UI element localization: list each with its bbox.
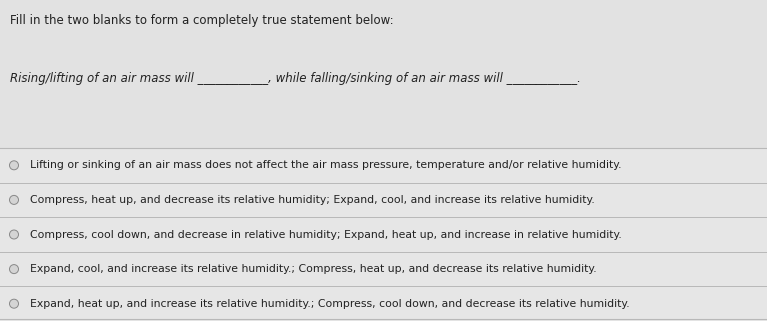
FancyBboxPatch shape [0,148,767,321]
Text: Fill in the two blanks to form a completely true statement below:: Fill in the two blanks to form a complet… [10,14,393,27]
Text: Expand, cool, and increase its relative humidity.; Compress, heat up, and decrea: Expand, cool, and increase its relative … [30,264,597,274]
Text: Rising/lifting of an air mass will ____________, while falling/sinking of an air: Rising/lifting of an air mass will _____… [10,72,581,85]
Circle shape [9,195,18,204]
Circle shape [9,299,18,308]
Circle shape [9,161,18,170]
Circle shape [9,230,18,239]
FancyBboxPatch shape [0,0,767,148]
Text: Expand, heat up, and increase its relative humidity.; Compress, cool down, and d: Expand, heat up, and increase its relati… [30,299,630,309]
Circle shape [9,265,18,273]
Text: Compress, cool down, and decrease in relative humidity; Expand, heat up, and inc: Compress, cool down, and decrease in rel… [30,230,622,239]
Text: Compress, heat up, and decrease its relative humidity; Expand, cool, and increas: Compress, heat up, and decrease its rela… [30,195,594,205]
Text: Lifting or sinking of an air mass does not affect the air mass pressure, tempera: Lifting or sinking of an air mass does n… [30,160,621,170]
